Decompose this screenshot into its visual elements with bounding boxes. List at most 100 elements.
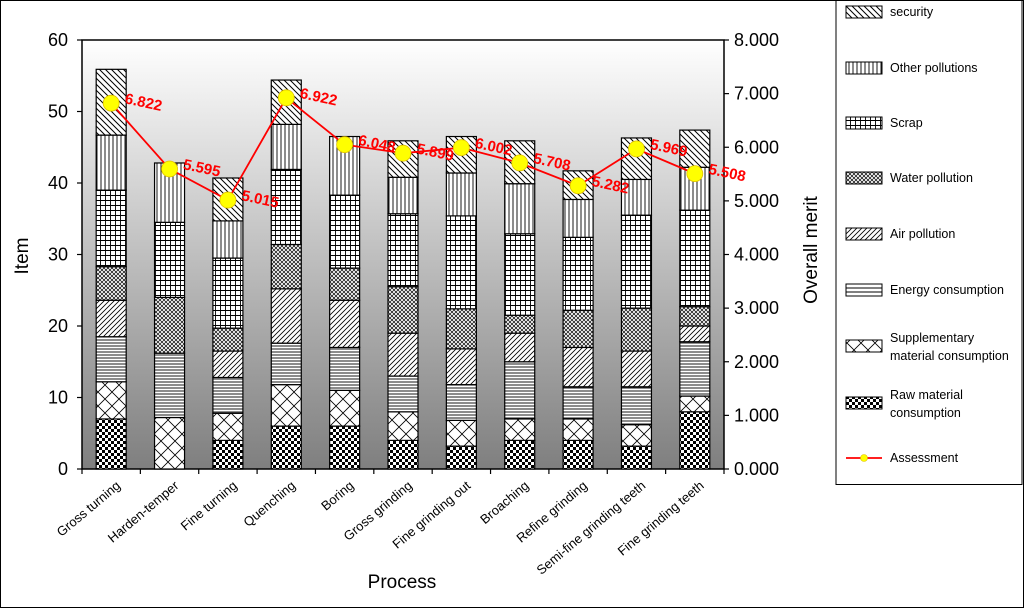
bar-segment [212, 177, 244, 222]
bar-segment [329, 425, 361, 470]
bar-segment [153, 296, 186, 354]
bar-segment [504, 439, 536, 470]
y-tick-label: 40 [48, 173, 68, 193]
assessment-point [219, 191, 237, 209]
legend-marker [860, 454, 868, 462]
legend-label: Energy consumption [890, 283, 1004, 297]
y-tick-label: 0 [58, 459, 68, 479]
y2-tick-label: 5.000 [734, 191, 779, 211]
bar-segment [270, 168, 302, 246]
bar-segment [153, 221, 186, 298]
bar-segment [445, 419, 477, 447]
bar-segment [620, 386, 653, 426]
bar-segment [95, 134, 127, 191]
legend-swatch [845, 339, 883, 353]
bar-segment [387, 176, 419, 215]
y2-axis-title: Overall merit [801, 195, 822, 303]
assessment-point [686, 165, 704, 183]
assessment-point [628, 140, 645, 158]
legend-label: Scrap [890, 116, 923, 130]
bar-segment [387, 213, 419, 288]
y2-tick-label: 8.000 [734, 30, 779, 50]
bar-segment [95, 299, 127, 338]
bar-segment [679, 209, 711, 308]
bar-segment [620, 350, 653, 388]
y-tick-label: 50 [48, 102, 68, 122]
bar-segment [679, 306, 711, 327]
assessment-point [452, 139, 470, 157]
legend-label: Supplementary material consumption [890, 331, 1009, 363]
bar-segment [329, 389, 361, 427]
y2-tick-label: 0.000 [734, 459, 779, 479]
bar-segment [562, 439, 594, 470]
legend-swatch [845, 283, 883, 297]
legend-swatch [845, 227, 883, 241]
bar-segment [445, 445, 477, 470]
bar-segment [212, 376, 244, 414]
legend-label: Assessment [890, 451, 959, 465]
bar-segment [270, 243, 302, 290]
bar-segment [329, 299, 361, 349]
legend-swatch [845, 171, 883, 185]
bar-segment [445, 215, 477, 310]
assessment-point [336, 136, 354, 154]
bar-segment [504, 183, 536, 235]
bar-segment [95, 418, 127, 470]
bar-segment [387, 286, 419, 334]
y-tick-label: 30 [48, 245, 68, 265]
y-tick-label: 10 [48, 388, 68, 408]
bar-segment [679, 325, 711, 343]
bar-segment [95, 266, 127, 301]
bar-segment [445, 348, 477, 386]
bar-segment [153, 416, 186, 470]
x-category-label: Quenching [240, 478, 298, 530]
bar-segment [153, 352, 186, 419]
bar-segment [270, 123, 302, 171]
bar-segment [620, 214, 653, 309]
bar-segment [562, 418, 594, 442]
bar-segment [445, 384, 477, 421]
bar-segment [445, 308, 477, 350]
bar-segment [95, 189, 127, 268]
bar-segment [562, 309, 594, 349]
bar-segment [562, 346, 594, 388]
bar-segment [212, 350, 244, 379]
legend: security Other pollutions Scrap Water pollu… [845, 5, 1009, 465]
bar-segment [562, 386, 594, 420]
legend-label: Raw material consumption [890, 388, 963, 420]
bar-segment [95, 336, 127, 383]
bar-segment [504, 332, 536, 363]
assessment-point [394, 144, 412, 162]
y-axis-title: Item [12, 238, 33, 275]
bar-segment [504, 233, 536, 316]
y-tick-label: 60 [48, 30, 68, 50]
y2-tick-label: 4.000 [734, 245, 779, 265]
bar-segment [270, 425, 302, 470]
bar-segment [679, 395, 711, 413]
y2-tick-label: 3.000 [734, 298, 779, 318]
bar-segment [679, 341, 711, 397]
x-category-label: Fine turning [178, 478, 240, 534]
bar-segment [329, 267, 361, 301]
bar-segment [212, 327, 244, 352]
bar-segment [329, 346, 361, 391]
assessment-point [511, 154, 529, 172]
bar-segment [562, 198, 594, 238]
legend-swatch [845, 396, 883, 410]
bar-segment [387, 332, 419, 377]
bar-segment [212, 439, 244, 470]
bar-segment [387, 439, 419, 470]
bar-segment [504, 418, 536, 442]
x-category-label: Semi-fine grinding teeth [534, 478, 649, 578]
y2-tick-label: 1.000 [734, 405, 779, 425]
bar-segment [504, 361, 536, 420]
x-category-label: Boring [318, 478, 356, 514]
bar-segment [387, 411, 419, 441]
bar-segment [620, 307, 653, 352]
bar-segment [504, 314, 536, 334]
bar-segment [212, 257, 244, 329]
bar-segment [212, 412, 244, 442]
y2-tick-label: 2.000 [734, 352, 779, 372]
bar-segment [562, 236, 594, 311]
